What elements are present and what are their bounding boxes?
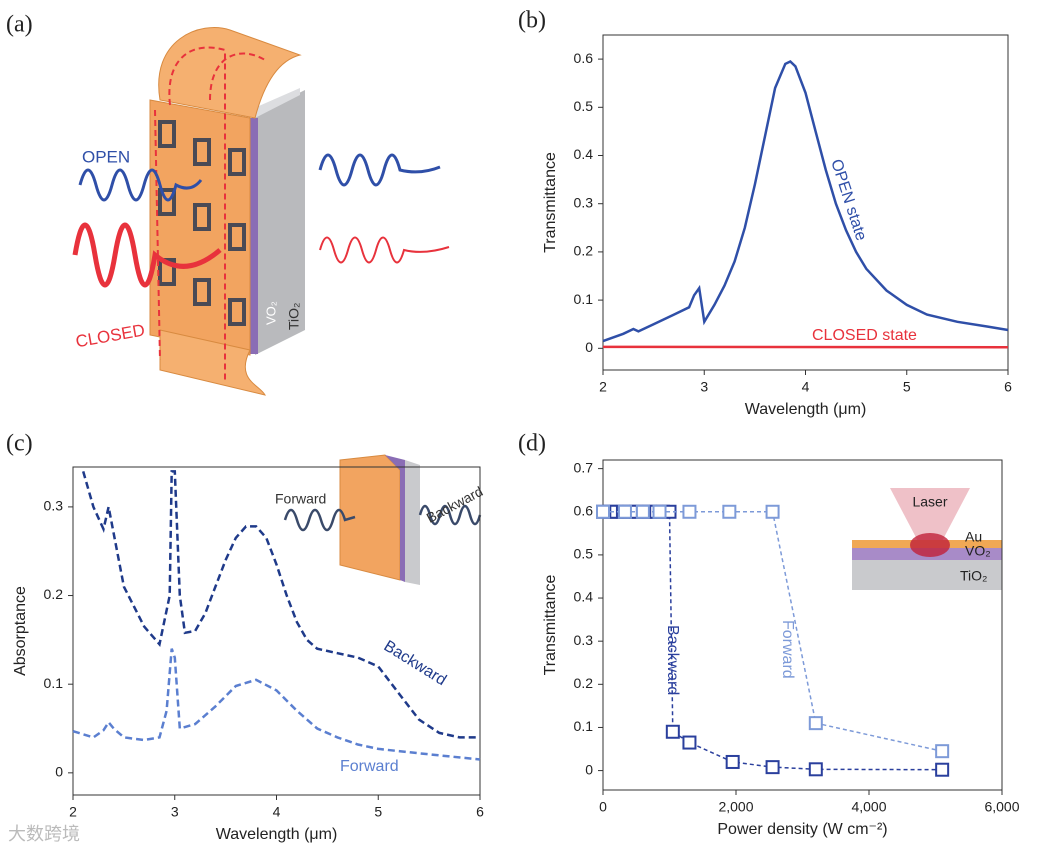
panel-a: (a) OPEN CLOSED VO₂ TiO₂ bbox=[6, 12, 449, 396]
y-tick-label: 0.3 bbox=[574, 194, 594, 210]
marker bbox=[810, 763, 822, 775]
marker bbox=[936, 764, 948, 776]
x-tick-label: 5 bbox=[903, 379, 911, 395]
marker bbox=[683, 737, 695, 749]
x-tick-label: 4,000 bbox=[851, 799, 886, 815]
y-tick-label: 0.6 bbox=[574, 50, 594, 66]
panel-label: (d) bbox=[518, 431, 546, 457]
closed-wave-out bbox=[320, 238, 449, 263]
series-label: Backward bbox=[664, 625, 681, 695]
marker bbox=[683, 506, 695, 518]
panel: (b) 2 3 4 5 6 0 0.1 0.2 0.3 0.4 0.5 0.6 Wavelength (μ… bbox=[518, 8, 1012, 419]
panel-label: (c) bbox=[6, 431, 33, 457]
y-tick-label: 0.6 bbox=[574, 502, 594, 518]
x-tick-label: 3 bbox=[171, 804, 179, 820]
vo2-label: VO₂ bbox=[263, 301, 278, 325]
y-tick-label: 0.2 bbox=[574, 243, 594, 259]
marker bbox=[727, 756, 739, 768]
closed-label: CLOSED bbox=[74, 321, 146, 352]
x-axis-label: Wavelength (μm) bbox=[216, 826, 338, 843]
y-axis-label: Absorptance bbox=[12, 586, 29, 676]
marker bbox=[767, 506, 779, 518]
series-label: Backward bbox=[381, 638, 450, 690]
y-tick-label: 0.4 bbox=[574, 146, 594, 162]
x-tick-label: 0 bbox=[599, 799, 607, 815]
marker bbox=[767, 761, 779, 773]
marker bbox=[723, 506, 735, 518]
marker bbox=[654, 506, 666, 518]
series-label: Forward bbox=[779, 620, 796, 679]
x-tick-label: 2,000 bbox=[718, 799, 753, 815]
tio2-label: TiO₂ bbox=[286, 303, 302, 330]
y-tick-label: 0 bbox=[585, 761, 593, 777]
marker bbox=[667, 726, 679, 738]
y-tick-label: 0 bbox=[55, 764, 63, 780]
y-tick-label: 0.2 bbox=[44, 586, 64, 602]
inset-label: Laser bbox=[912, 494, 947, 510]
x-tick-label: 6,000 bbox=[984, 799, 1019, 815]
panel-label: (a) bbox=[6, 12, 33, 38]
series-line bbox=[603, 62, 1008, 342]
marker bbox=[810, 717, 822, 729]
inset-label: Backward bbox=[424, 483, 486, 526]
x-tick-label: 6 bbox=[1004, 379, 1012, 395]
marker bbox=[936, 745, 948, 757]
inset-label: Forward bbox=[275, 491, 326, 507]
x-axis-label: Power density (W cm⁻²) bbox=[717, 821, 887, 838]
series-label: Forward bbox=[340, 758, 399, 775]
y-tick-label: 0.5 bbox=[574, 98, 594, 114]
y-axis-label: Transmittance bbox=[542, 152, 559, 253]
marker bbox=[597, 506, 609, 518]
x-tick-label: 4 bbox=[802, 379, 810, 395]
marker bbox=[637, 506, 649, 518]
panel-label: (b) bbox=[518, 8, 546, 34]
x-axis-label: Wavelength (μm) bbox=[745, 401, 867, 418]
y-tick-label: 0.1 bbox=[574, 291, 594, 307]
y-tick-label: 0.1 bbox=[574, 718, 594, 734]
series-label: OPEN state bbox=[827, 157, 869, 243]
inset-c bbox=[285, 455, 480, 585]
y-tick-label: 0.1 bbox=[44, 675, 64, 691]
y-tick-label: 0.2 bbox=[574, 675, 594, 691]
y-axis-label: Transmittance bbox=[542, 575, 559, 676]
y-tick-label: 0.4 bbox=[574, 589, 594, 605]
inset-label: VO₂ bbox=[965, 543, 991, 559]
watermark: 大数跨境 bbox=[8, 824, 80, 844]
y-tick-label: 0 bbox=[585, 339, 593, 355]
x-tick-label: 3 bbox=[700, 379, 708, 395]
marker bbox=[619, 506, 631, 518]
y-tick-label: 0.5 bbox=[574, 546, 594, 562]
open-label: OPEN bbox=[82, 147, 130, 166]
series-label: CLOSED state bbox=[812, 327, 917, 344]
x-tick-label: 2 bbox=[599, 379, 607, 395]
y-tick-label: 0.3 bbox=[44, 498, 64, 514]
x-tick-label: 5 bbox=[374, 804, 382, 820]
y-tick-label: 0.7 bbox=[574, 459, 594, 475]
y-tick-label: 0.3 bbox=[574, 632, 594, 648]
x-tick-label: 2 bbox=[69, 804, 77, 820]
x-tick-label: 6 bbox=[476, 804, 484, 820]
x-tick-label: 4 bbox=[273, 804, 281, 820]
inset-label: TiO₂ bbox=[960, 568, 987, 584]
open-wave-out bbox=[320, 155, 440, 185]
